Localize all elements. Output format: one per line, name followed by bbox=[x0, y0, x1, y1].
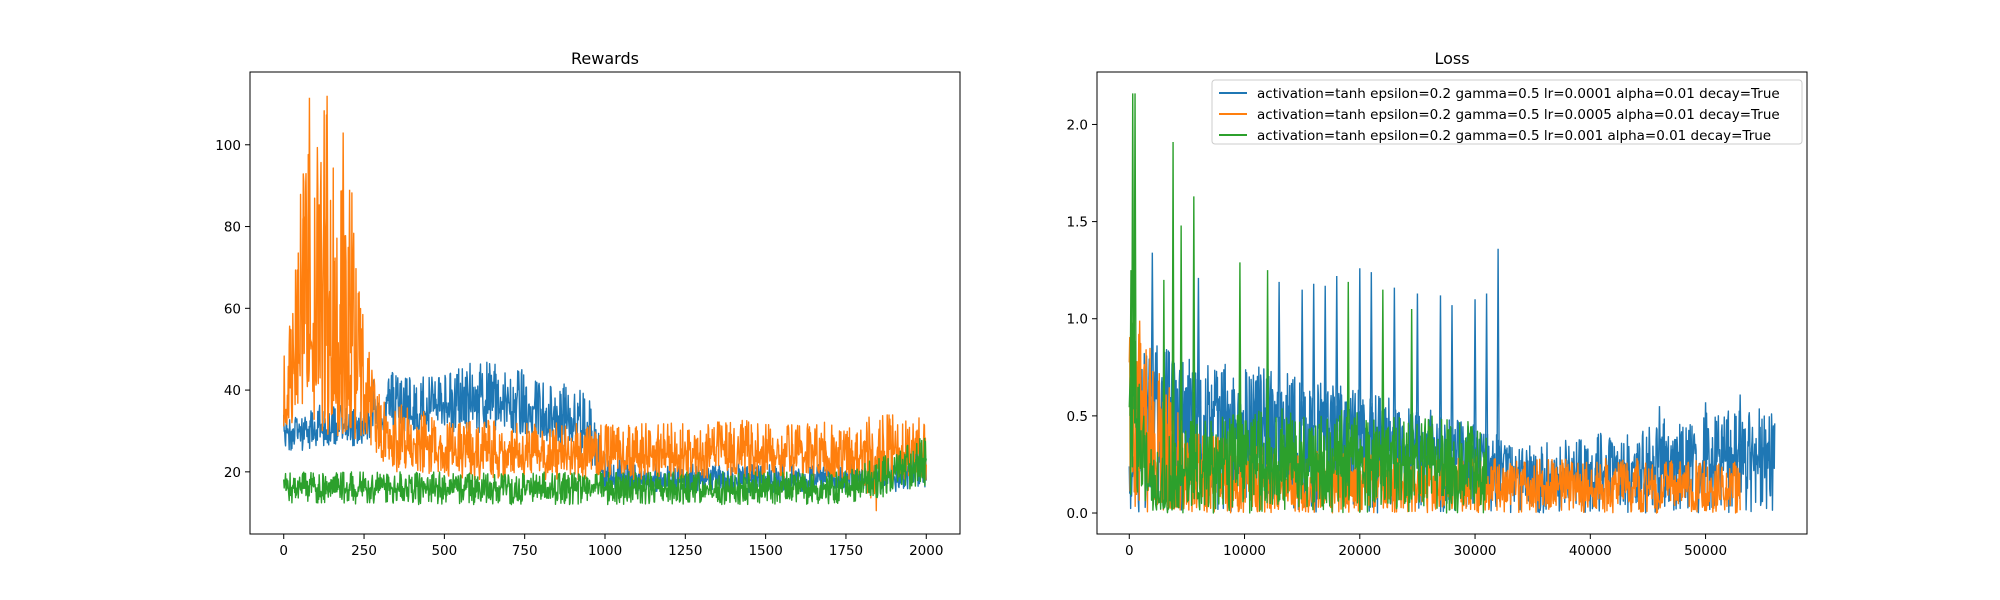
loss-y-tick-label: 2.0 bbox=[1067, 117, 1088, 133]
rewards-y-tick-label: 100 bbox=[215, 138, 241, 154]
loss-series-1-spike bbox=[1369, 272, 1374, 438]
rewards-y-tick-label: 40 bbox=[224, 383, 241, 399]
rewards-x-tick-label: 1250 bbox=[668, 543, 702, 559]
loss-series-1-spike bbox=[1438, 295, 1443, 449]
rewards-x-axis: 0 250 500 750 1000 1250 1500 1750 2000 bbox=[279, 534, 943, 559]
rewards-x-tick-label: 1500 bbox=[748, 543, 782, 559]
loss-y-axis: 0.0 0.5 1.0 1.5 2.0 bbox=[1067, 117, 1097, 522]
loss-chart-title: Loss bbox=[1434, 49, 1469, 68]
loss-series-1-spike bbox=[1657, 406, 1662, 468]
loss-series-3-spike bbox=[1171, 141, 1175, 488]
rewards-x-tick-label: 0 bbox=[279, 543, 288, 559]
rewards-series-2-spike bbox=[307, 97, 312, 346]
loss-series-1-spike bbox=[1703, 402, 1708, 465]
rewards-chart-title: Rewards bbox=[571, 49, 639, 68]
loss-y-tick-label: 1.0 bbox=[1067, 312, 1088, 328]
loss-series-1-spike bbox=[1277, 281, 1281, 422]
loss-y-tick-label: 0.0 bbox=[1067, 506, 1088, 522]
rewards-series-2-spike bbox=[341, 132, 345, 355]
loss-series-1-spike bbox=[1196, 277, 1201, 409]
rewards-x-tick-label: 1750 bbox=[829, 543, 863, 559]
loss-series-3-spike bbox=[1265, 270, 1270, 465]
rewards-x-tick-label: 250 bbox=[351, 543, 377, 559]
loss-series-3-spike bbox=[1162, 279, 1166, 504]
rewards-x-tick-label: 2000 bbox=[909, 543, 943, 559]
loss-x-tick-label: 10000 bbox=[1223, 543, 1266, 559]
rewards-x-tick-label: 500 bbox=[431, 543, 457, 559]
loss-series-line-3 bbox=[1128, 322, 1488, 514]
loss-series-1-spike bbox=[1450, 305, 1454, 451]
loss-series-1-spike bbox=[1738, 394, 1742, 463]
rewards-series-line-3 bbox=[283, 437, 927, 506]
loss-y-tick-label: 1.5 bbox=[1067, 215, 1088, 231]
loss-y-tick-label: 0.5 bbox=[1067, 409, 1088, 425]
loss-series-3-spike bbox=[1133, 93, 1137, 410]
rewards-y-tick-label: 20 bbox=[224, 465, 241, 481]
rewards-y-tick-label: 60 bbox=[224, 301, 241, 317]
loss-series-1-spike bbox=[1484, 293, 1489, 457]
loss-series-3-spike bbox=[1131, 93, 1135, 397]
loss-series-1-spike bbox=[1358, 268, 1362, 436]
rewards-chart: Rewards 0 250 500 750 1000 1250 1500 1750 2000 2… bbox=[215, 49, 961, 559]
legend-label-3: activation=tanh epsilon=0.2 gamma=0.5 lr… bbox=[1257, 128, 1771, 144]
rewards-series-line-2 bbox=[283, 110, 927, 512]
rewards-y-axis: 20 40 60 80 100 bbox=[215, 138, 250, 481]
loss-x-tick-label: 40000 bbox=[1569, 543, 1612, 559]
rewards-series-2-spike bbox=[347, 189, 352, 354]
loss-series-2-spike bbox=[1157, 373, 1161, 457]
loss-x-axis: 0 10000 20000 30000 40000 50000 bbox=[1125, 534, 1727, 559]
loss-series-3-spike bbox=[1346, 281, 1350, 465]
loss-series-3-spike bbox=[1192, 196, 1196, 469]
rewards-axes-frame bbox=[249, 71, 961, 535]
loss-series-1-spike bbox=[1415, 293, 1420, 446]
loss-series-3-spike bbox=[1179, 225, 1183, 480]
loss-series-1-spike bbox=[1150, 252, 1155, 397]
loss-chart: Loss 0 10000 20000 30000 40000 50000 0.0 0.5 1.… bbox=[1067, 49, 1808, 559]
rewards-series-2-spike bbox=[301, 218, 305, 355]
loss-series-1-spike bbox=[1473, 299, 1477, 455]
loss-series-2-spike bbox=[1137, 320, 1142, 412]
loss-series-2-spike bbox=[1148, 347, 1152, 440]
loss-series-2-spike bbox=[1164, 394, 1168, 467]
legend-label-1: activation=tanh epsilon=0.2 gamma=0.5 lr… bbox=[1257, 86, 1780, 102]
loss-series-3-spike bbox=[1238, 262, 1242, 465]
rewards-plot-area bbox=[283, 95, 927, 512]
loss-axes-frame bbox=[1096, 71, 1808, 535]
legend-box bbox=[1211, 79, 1803, 145]
rewards-y-tick-label: 80 bbox=[224, 220, 241, 236]
rewards-series-2-spike bbox=[325, 95, 329, 346]
loss-x-tick-label: 50000 bbox=[1684, 543, 1727, 559]
loss-series-1-spike bbox=[1392, 287, 1397, 442]
loss-series-1-spike bbox=[1496, 248, 1500, 459]
loss-x-tick-label: 20000 bbox=[1338, 543, 1381, 559]
rewards-x-tick-label: 750 bbox=[512, 543, 538, 559]
legend-label-2: activation=tanh epsilon=0.2 gamma=0.5 lr… bbox=[1257, 107, 1780, 123]
loss-series-3-spike bbox=[1409, 309, 1414, 465]
loss-series-1-spike bbox=[1335, 275, 1339, 432]
loss-series-1-spike bbox=[1323, 285, 1327, 430]
rewards-x-tick-label: 1000 bbox=[588, 543, 622, 559]
loss-plot-area bbox=[1128, 93, 1776, 514]
loss-x-tick-label: 30000 bbox=[1454, 543, 1497, 559]
loss-series-1-spike bbox=[1311, 283, 1316, 428]
loss-legend: activation=tanh epsilon=0.2 gamma=0.5 lr… bbox=[1211, 79, 1803, 145]
loss-series-1-spike bbox=[1300, 289, 1304, 426]
loss-x-tick-label: 0 bbox=[1125, 543, 1134, 559]
loss-series-3-spike bbox=[1381, 289, 1385, 465]
